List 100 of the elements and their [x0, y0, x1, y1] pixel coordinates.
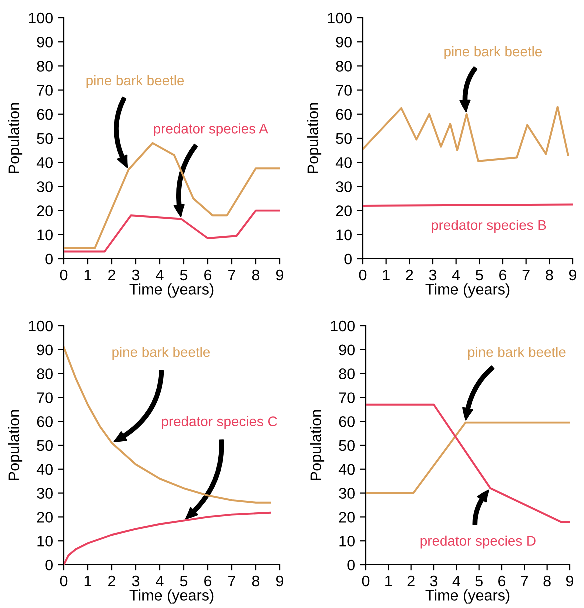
x-tick-label: 9 [569, 270, 577, 281]
y-tick-label: 50 [339, 440, 355, 452]
x-tick-label: 4 [156, 576, 164, 586]
y-tick-label: 10 [38, 536, 53, 547]
series-label: predator species B [432, 220, 546, 233]
y-tick-label: 0 [46, 254, 53, 265]
y-tick-label: 90 [37, 36, 53, 48]
y-tick-label: 30 [37, 488, 53, 499]
y-axis-title: Population [8, 103, 23, 174]
y-tick-label: 80 [37, 61, 53, 72]
x-tick-label: 3 [429, 270, 437, 281]
y-tick-label: 100 [331, 320, 355, 332]
y-tick-label: 50 [336, 133, 352, 144]
x-tick-label: 6 [204, 576, 212, 587]
line-series [363, 106, 570, 162]
y-tick-label: 70 [336, 85, 352, 96]
y-tick-label: 0 [344, 254, 352, 265]
x-tick-label: 8 [546, 270, 554, 281]
x-tick-label: 2 [408, 576, 415, 586]
x-tick-label: 0 [60, 270, 68, 281]
text: pine bark beetle [468, 347, 566, 360]
y-tick-label: 90 [37, 344, 53, 356]
y-tick-label: 90 [339, 344, 355, 356]
x-tick-label: 7 [522, 270, 530, 280]
y-tick-label: 100 [29, 12, 53, 24]
x-tick-label: 6 [204, 270, 212, 281]
x-tick-label: 1 [383, 270, 390, 280]
y-tick-label: 50 [37, 133, 53, 144]
y-tick-label: 0 [348, 560, 355, 571]
x-tick-label: 8 [252, 576, 260, 587]
x-tick-label: 4 [452, 576, 460, 586]
x-axis-title: Time (years) [426, 590, 510, 604]
y-tick-label: 60 [37, 109, 53, 120]
y-tick-label: 30 [37, 182, 53, 192]
x-tick-label: 9 [276, 270, 284, 281]
y-tick-label: 10 [340, 536, 355, 547]
y-tick-label: 20 [339, 512, 355, 523]
y-tick-label: 40 [336, 157, 352, 168]
x-axis-title: Time (years) [426, 284, 510, 298]
y-axis-title: Population [8, 410, 23, 480]
x-tick-label: 5 [476, 576, 483, 587]
x-tick-label: 0 [359, 270, 367, 281]
x-tick-label: 4 [452, 270, 460, 280]
x-tick-label: 6 [500, 270, 507, 281]
series-label: predator species D [420, 536, 536, 549]
x-tick-label: 9 [276, 576, 284, 587]
x-tick-label: 5 [180, 270, 188, 281]
x-tick-label: 1 [84, 270, 92, 280]
y-tick-label: 20 [37, 512, 53, 523]
x-tick-label: 0 [362, 576, 370, 587]
text: predator species A [154, 124, 268, 137]
line-series [64, 142, 280, 250]
y-tick-label: 0 [46, 560, 53, 571]
y-tick-label: 20 [336, 206, 352, 216]
y-tick-label: 40 [36, 464, 53, 476]
x-tick-label: 0 [60, 576, 68, 587]
y-tick-label: 80 [336, 61, 352, 72]
y-tick-label: 40 [36, 157, 53, 168]
y-tick-label: 80 [37, 368, 53, 380]
x-tick-label: 8 [544, 576, 551, 587]
x-tick-label: 3 [430, 576, 438, 587]
x-tick-label: 1 [84, 576, 92, 586]
x-tick-label: 7 [228, 270, 236, 280]
x-axis-title: Time (years) [130, 590, 214, 604]
y-tick-label: 90 [336, 36, 352, 48]
text: predator species C [162, 416, 278, 430]
line-series [64, 210, 280, 253]
y-tick-label: 60 [339, 416, 355, 428]
x-tick-label: 8 [252, 270, 260, 281]
x-tick-label: 6 [498, 576, 506, 587]
x-tick-label: 5 [180, 576, 188, 587]
y-tick-label: 100 [328, 12, 352, 24]
line-series [64, 512, 272, 565]
y-tick-label: 70 [37, 392, 53, 404]
text: pine bark beetle [444, 46, 542, 60]
x-tick-label: 1 [386, 576, 392, 586]
x-tick-label: 3 [132, 270, 140, 281]
x-tick-label: 4 [156, 270, 164, 280]
y-tick-label: 40 [338, 464, 355, 476]
x-axis-title: Time (years) [130, 284, 214, 298]
y-tick-label: 60 [37, 416, 53, 428]
y-axis-title: Population [310, 410, 325, 480]
text: pine bark beetle [112, 347, 210, 360]
y-tick-label: 60 [336, 109, 352, 120]
x-tick-label: 2 [108, 576, 116, 586]
y-tick-label: 70 [37, 85, 53, 96]
y-tick-label: 30 [336, 182, 352, 192]
y-tick-label: 10 [336, 230, 352, 241]
x-tick-label: 7 [228, 576, 236, 586]
y-tick-label: 20 [37, 206, 53, 216]
y-tick-label: 70 [339, 392, 355, 404]
y-tick-label: 10 [38, 230, 53, 241]
x-tick-label: 7 [521, 576, 528, 586]
y-tick-label: 50 [37, 440, 53, 452]
x-tick-label: 5 [476, 270, 484, 281]
x-tick-label: 3 [132, 576, 140, 587]
y-tick-label: 80 [339, 368, 355, 380]
x-tick-label: 9 [566, 576, 574, 587]
y-tick-label: 100 [29, 320, 53, 332]
x-tick-label: 2 [108, 270, 116, 280]
